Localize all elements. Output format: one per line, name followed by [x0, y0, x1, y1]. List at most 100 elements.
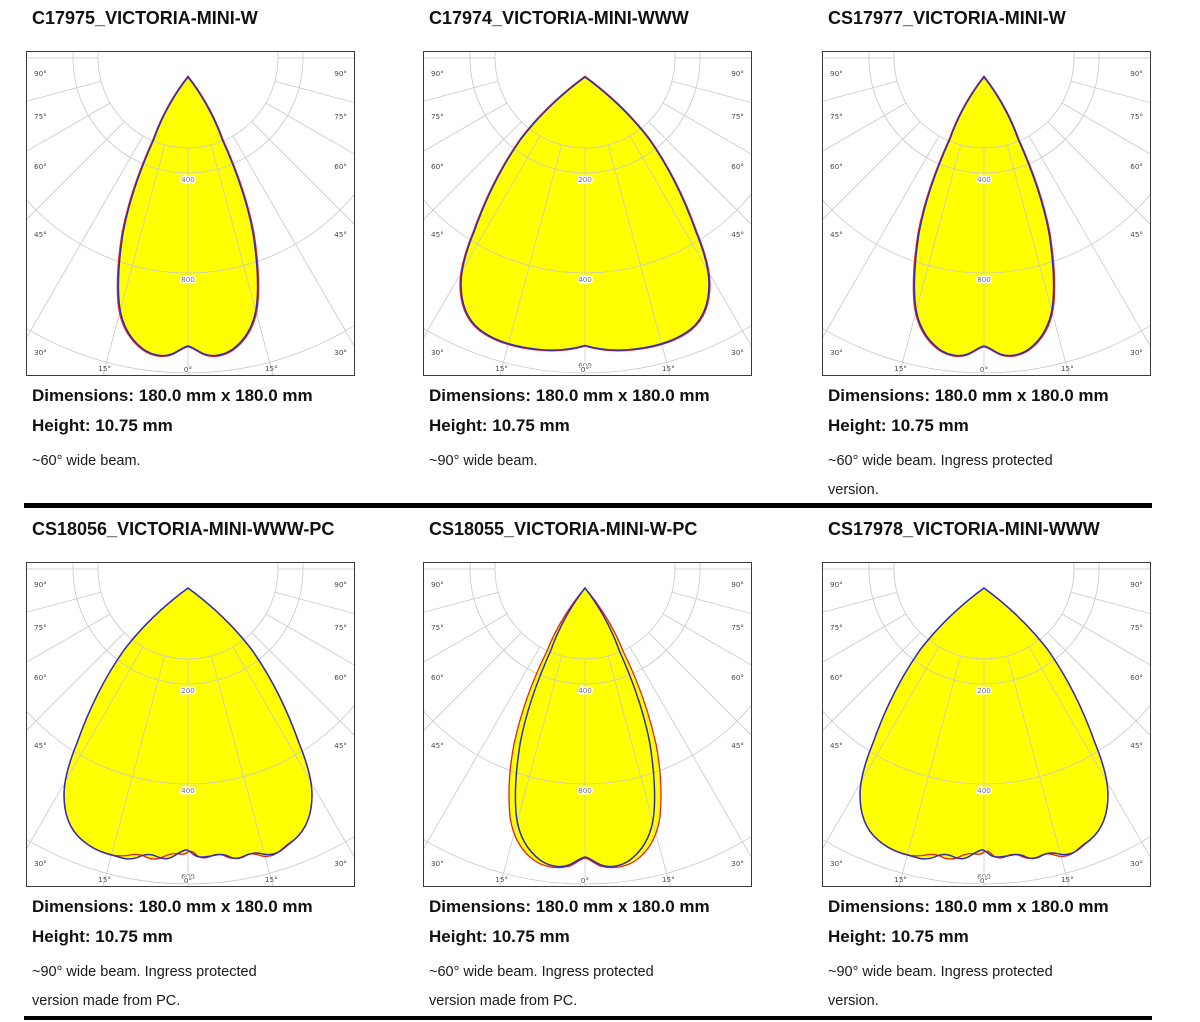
angle-tick-label: 75°	[731, 623, 744, 632]
product-title: C17975_VICTORIA-MINI-W	[32, 8, 258, 28]
radial-tick-label: 400	[578, 275, 592, 284]
beam-outline-blue	[913, 75, 1055, 357]
grid-ray	[1061, 102, 1150, 155]
radial-tick-label: 200	[181, 686, 195, 695]
product-title: CS18055_VICTORIA-MINI-W-PC	[429, 519, 698, 539]
angle-tick-label: 75°	[34, 112, 47, 121]
grid-arc	[823, 836, 1150, 885]
grid-ray	[102, 144, 166, 375]
product-title: C17974_VICTORIA-MINI-WWW	[429, 8, 689, 28]
grid-arc	[424, 193, 751, 274]
beam-description: ~90° wide beam. Ingress protected versio…	[828, 964, 1053, 1009]
angle-tick-label: 30°	[1130, 348, 1143, 357]
grid-ray	[27, 646, 144, 849]
angle-tick-label: 15°	[98, 364, 111, 373]
radial-tick-label: 800	[977, 275, 991, 284]
product-card: CS17978_VICTORIA-MINI-WWW 200 400 600 90° 90…	[820, 511, 1180, 1016]
angle-tick-label: 45°	[334, 741, 347, 750]
angle-tick-label: 30°	[34, 859, 47, 868]
grid-ray	[1070, 591, 1150, 614]
beam-outline-blue	[859, 587, 1109, 860]
grid-arc	[893, 52, 1075, 149]
grid-ray	[424, 613, 508, 663]
grid-ray	[648, 632, 751, 736]
angle-tick-label: 0°	[980, 876, 988, 885]
angle-tick-label: 75°	[431, 623, 444, 632]
product-card: CS18055_VICTORIA-MINI-W-PC 400 800 90° 90° 7…	[421, 511, 781, 1016]
grid-ray	[27, 80, 102, 102]
grid-ray	[424, 646, 541, 849]
height-text: Height: 10.75 mm	[429, 416, 570, 435]
angle-tick-label: 15°	[1061, 364, 1074, 373]
grid-arc	[823, 704, 1150, 785]
angle-tick-label: 90°	[1130, 580, 1143, 589]
grid-ray	[1028, 135, 1150, 347]
angle-tick-label: 60°	[431, 673, 444, 682]
beam-outline-red	[508, 587, 662, 869]
angle-tick-label: 45°	[34, 741, 47, 750]
radial-tick-label: 200	[578, 175, 592, 184]
angle-tick-label: 90°	[1130, 69, 1143, 78]
angle-tick-label: 45°	[830, 230, 843, 239]
grid-ray	[823, 102, 907, 152]
angle-tick-label: 60°	[34, 162, 47, 171]
radial-tick-label: 600	[181, 872, 195, 881]
grid-ray	[1047, 121, 1150, 225]
radial-tick-label: 400	[977, 175, 991, 184]
angle-tick-label: 90°	[34, 580, 47, 589]
angle-tick-label: 90°	[830, 69, 843, 78]
grid-arc	[424, 325, 751, 374]
radial-tick-label: 600	[977, 872, 991, 881]
angle-tick-label: 30°	[731, 348, 744, 357]
grid-arc	[823, 193, 1150, 274]
grid-ray	[671, 80, 751, 103]
angle-tick-label: 15°	[894, 875, 907, 884]
product-card: C17975_VICTORIA-MINI-W 400 800 90° 90° 75° 75…	[24, 0, 384, 505]
grid-ray	[499, 655, 563, 886]
angle-tick-label: 45°	[334, 230, 347, 239]
dimensions-text: Dimensions: 180.0 mm x 180.0 mm	[828, 897, 1109, 916]
angle-tick-label: 45°	[731, 741, 744, 750]
grid-ray	[424, 632, 522, 731]
grid-ray	[424, 80, 499, 102]
angle-tick-label: 75°	[830, 623, 843, 632]
beam-description: ~90° wide beam. Ingress protected versio…	[32, 964, 257, 1009]
angle-tick-label: 75°	[1130, 623, 1143, 632]
grid-arc	[27, 704, 354, 785]
section-divider	[24, 503, 1152, 508]
grid-ray	[210, 655, 274, 886]
angle-tick-label: 90°	[431, 69, 444, 78]
grid-arc	[72, 52, 304, 174]
grid-ray	[823, 632, 921, 731]
grid-ray	[607, 655, 671, 886]
angle-tick-label: 45°	[34, 230, 47, 239]
page-bottom-rule	[24, 1016, 1152, 1020]
grid-ray	[424, 121, 522, 220]
angle-tick-label: 15°	[662, 875, 675, 884]
grid-ray	[662, 613, 751, 666]
angle-tick-label: 90°	[34, 69, 47, 78]
product-title: CS17977_VICTORIA-MINI-W	[828, 8, 1066, 28]
angle-tick-label: 0°	[581, 365, 589, 374]
angle-tick-label: 45°	[431, 230, 444, 239]
polar-intensity-plot: 200 400 600 90° 90° 75° 75° 60° 60° 45° 45° 30° 30° 1…	[822, 562, 1151, 887]
grid-ray	[823, 591, 898, 613]
product-card: C17974_VICTORIA-MINI-WWW 200 400 600 90° 90°…	[421, 0, 781, 505]
beam-outline-blue	[63, 587, 313, 860]
angle-tick-label: 15°	[495, 875, 508, 884]
grid-ray	[265, 613, 354, 666]
angle-tick-label: 45°	[1130, 230, 1143, 239]
grid-ray	[1061, 613, 1150, 666]
angle-tick-label: 15°	[265, 364, 278, 373]
angle-tick-label: 75°	[731, 112, 744, 121]
angle-tick-label: 30°	[431, 348, 444, 357]
grid-arc	[469, 52, 701, 174]
angle-tick-label: 75°	[431, 112, 444, 121]
grid-ray	[823, 80, 898, 102]
dimensions-text: Dimensions: 180.0 mm x 180.0 mm	[32, 386, 313, 405]
polar-intensity-plot: 400 800 90° 90° 75° 75° 60° 60° 45° 45° 30° 30° 15° 1…	[822, 51, 1151, 376]
angle-tick-label: 75°	[334, 623, 347, 632]
grid-ray	[898, 655, 962, 886]
height-text: Height: 10.75 mm	[828, 416, 969, 435]
product-title: CS18056_VICTORIA-MINI-WWW-PC	[32, 519, 335, 539]
